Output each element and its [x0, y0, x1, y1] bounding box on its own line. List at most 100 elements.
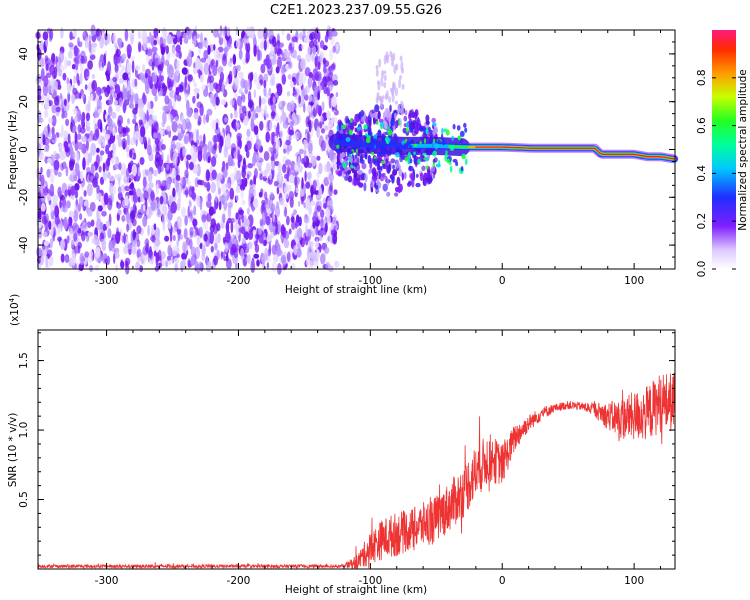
noise-blob — [404, 171, 407, 180]
noise-blob — [45, 38, 48, 49]
noise-blob — [296, 227, 303, 241]
noise-blob — [71, 253, 76, 267]
noise-blob — [61, 108, 65, 119]
colorbar-tick-label: 0.8 — [696, 69, 708, 86]
noise-blob — [154, 157, 160, 168]
noise-blob — [244, 218, 250, 228]
signal-blob — [457, 136, 461, 141]
noise-blob — [220, 30, 223, 39]
noise-blob — [88, 250, 94, 257]
noise-blob — [191, 192, 196, 200]
noise-blob — [147, 170, 153, 183]
noise-blob — [328, 185, 333, 197]
noise-blob — [120, 261, 125, 269]
noise-blob — [234, 77, 240, 86]
noise-blob — [286, 33, 291, 41]
noise-blob — [243, 246, 250, 254]
noise-blob — [276, 122, 280, 135]
noise-blob — [40, 194, 46, 202]
noise-blob — [207, 156, 211, 164]
noise-blob — [326, 161, 331, 172]
noise-blob — [320, 217, 324, 229]
noise-blob — [330, 35, 335, 46]
noise-blob — [130, 55, 136, 62]
spectrogram-signal-track — [328, 118, 679, 175]
spectrogram-noise-blobs — [35, 24, 438, 275]
noise-blob — [408, 110, 413, 118]
noise-blob — [57, 236, 63, 242]
noise-blob — [280, 66, 286, 74]
noise-blob — [125, 146, 130, 153]
noise-blob — [179, 35, 183, 46]
noise-blob — [285, 159, 292, 167]
noise-blob — [403, 115, 408, 122]
noise-blob — [231, 243, 237, 254]
noise-blob — [193, 205, 197, 216]
colorbar-label: Normalized spectral amplitude — [737, 69, 749, 230]
noise-blob — [419, 172, 424, 181]
noise-blob — [357, 169, 363, 175]
noise-blob — [170, 205, 175, 214]
noise-blob — [116, 202, 122, 209]
noise-blob — [370, 113, 377, 118]
noise-blob — [412, 119, 417, 124]
noise-blob — [313, 39, 318, 48]
noise-blob — [375, 68, 379, 77]
noise-blob — [168, 195, 173, 207]
noise-blob — [205, 169, 210, 182]
noise-blob — [338, 171, 342, 176]
signal-blob — [432, 122, 437, 127]
noise-blob — [317, 61, 321, 70]
noise-blob — [48, 191, 55, 197]
signal-blob — [464, 158, 468, 166]
noise-blob — [175, 52, 182, 58]
noise-blob — [399, 55, 403, 62]
noise-blob — [433, 157, 438, 163]
noise-blob — [323, 83, 328, 95]
noise-blob — [45, 72, 52, 79]
signal-blob — [356, 148, 358, 154]
noise-blob — [159, 87, 163, 97]
noise-blob — [68, 42, 74, 48]
noise-blob — [181, 67, 188, 75]
noise-blob — [221, 99, 227, 106]
noise-blob — [281, 74, 286, 85]
noise-blob — [161, 152, 164, 161]
noise-blob — [164, 235, 170, 242]
snr-scale-close: ) — [9, 294, 21, 298]
noise-blob — [93, 234, 98, 246]
noise-blob — [324, 34, 329, 43]
noise-blob — [227, 60, 233, 68]
noise-blob — [74, 224, 80, 234]
noise-blob — [432, 173, 436, 179]
noise-blob — [113, 253, 116, 264]
noise-blob — [127, 243, 132, 250]
noise-blob — [65, 118, 70, 127]
noise-blob — [359, 159, 365, 164]
noise-blob — [320, 253, 326, 265]
noise-blob — [188, 49, 192, 59]
noise-blob — [95, 28, 100, 38]
noise-blob — [224, 25, 227, 39]
noise-blob — [394, 192, 399, 197]
noise-blob — [248, 187, 254, 198]
signal-blob — [346, 118, 350, 124]
signal-blob — [452, 158, 458, 163]
noise-blob — [104, 258, 108, 264]
signal-blob — [407, 152, 411, 159]
signal-blob — [376, 120, 379, 125]
noise-blob — [263, 39, 267, 51]
noise-blob — [368, 119, 372, 127]
noise-blob — [210, 245, 214, 253]
noise-blob — [195, 57, 201, 70]
signal-blob — [451, 135, 455, 141]
noise-blob — [322, 197, 326, 205]
noise-blob — [360, 153, 365, 159]
noise-blob — [76, 152, 80, 164]
noise-blob — [73, 45, 79, 57]
signal-blob — [336, 124, 339, 131]
noise-blob — [191, 186, 195, 194]
noise-blob — [214, 241, 218, 251]
snr-x-label: Height of straight line (km) — [285, 584, 427, 596]
noise-blob — [55, 226, 61, 236]
